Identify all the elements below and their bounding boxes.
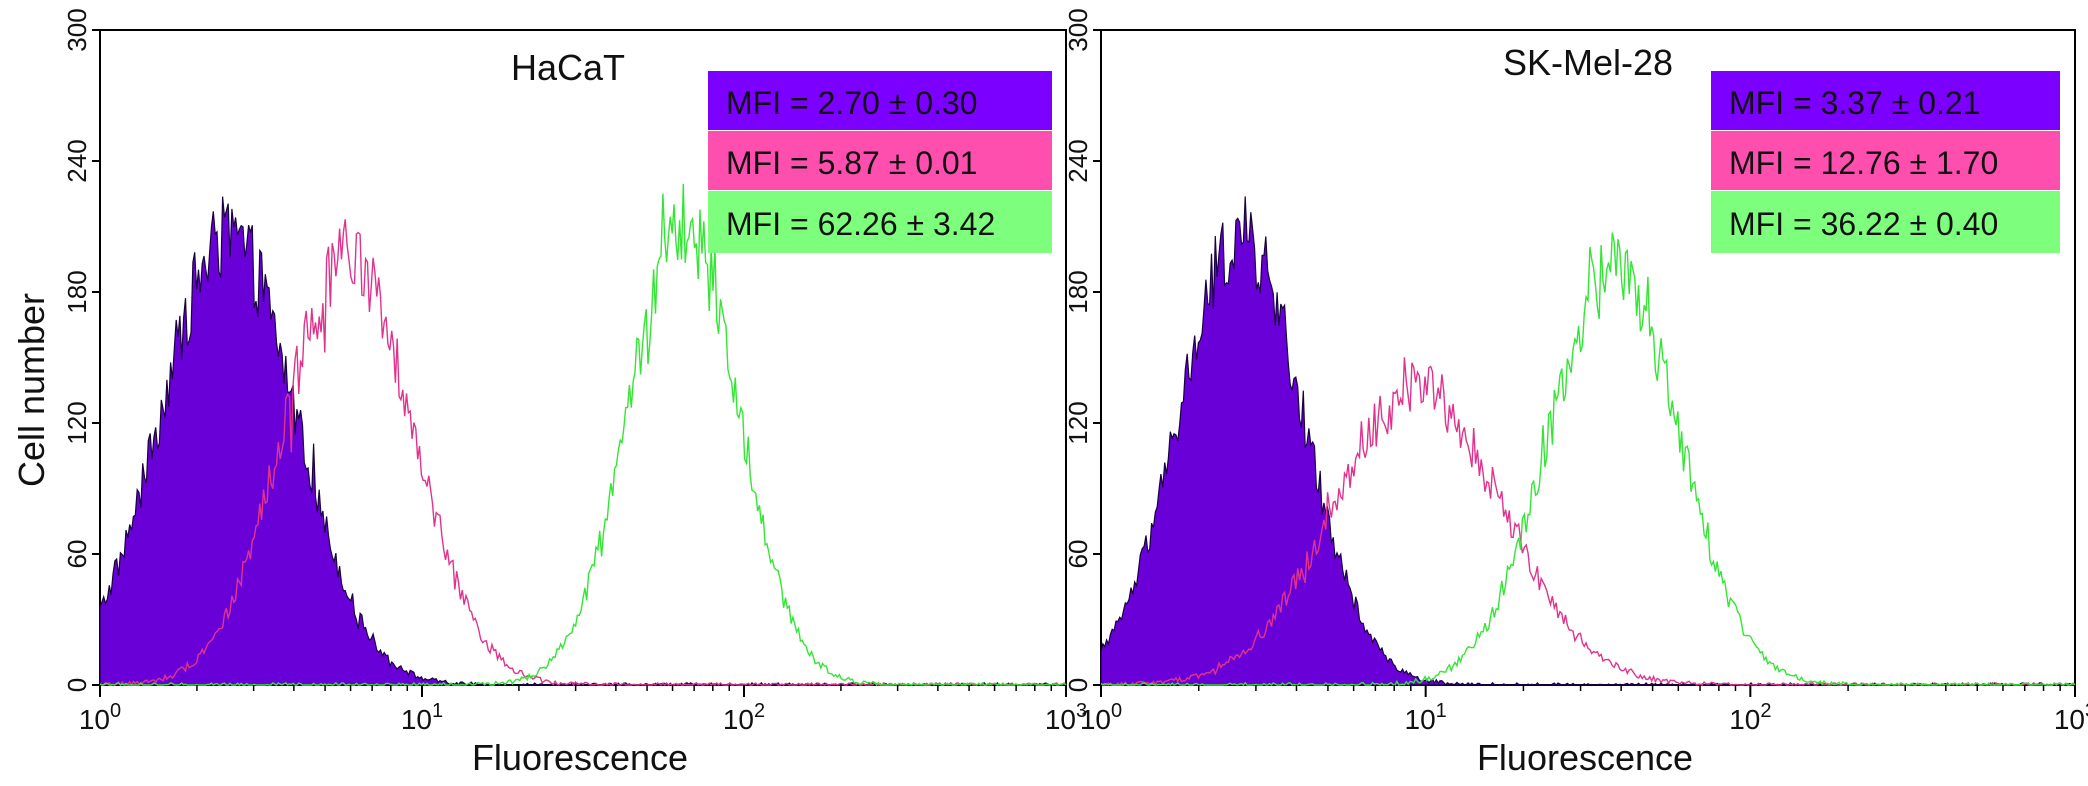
x-axis-label: Fluorescence xyxy=(1477,737,1693,778)
y-tick-label: 0 xyxy=(62,678,92,692)
legend-label-pink: MFI = 5.87 ± 0.01 xyxy=(726,145,977,181)
x-tick-label: 101 xyxy=(1405,700,1447,735)
legend-label-pink: MFI = 12.76 ± 1.70 xyxy=(1729,145,1998,181)
plot-area: 0 60 120 180 240 300 100 101 102 103 xyxy=(1063,8,2088,735)
legend-label-purple: MFI = 2.70 ± 0.30 xyxy=(726,85,977,121)
y-tick-label: 180 xyxy=(62,270,92,313)
y-tick-label: 60 xyxy=(1063,540,1093,569)
y-tick-label: 300 xyxy=(1063,8,1093,51)
histogram-green-line xyxy=(1100,232,2076,687)
legend-label-green: MFI = 36.22 ± 0.40 xyxy=(1729,206,1998,242)
legend-swatch-purple xyxy=(1711,71,2060,130)
legend-swatch-green xyxy=(708,191,1052,253)
y-axis-label: Cell number xyxy=(11,293,52,487)
y-tick-label: 240 xyxy=(1063,139,1093,182)
histogram-purple-fill xyxy=(99,196,1067,686)
histogram-purple-fill xyxy=(1100,196,2075,686)
x-tick-label: 100 xyxy=(1080,700,1122,735)
plot-area: 0 60 120 180 240 300 100 101 102 103 xyxy=(62,8,1087,735)
x-tick-label: 103 xyxy=(1045,700,1087,735)
legend-swatch-green xyxy=(1711,191,2060,253)
x-tick-label: 102 xyxy=(723,700,765,735)
panel-title: HaCaT xyxy=(511,47,625,88)
y-tick-label: 300 xyxy=(62,8,92,51)
legend-swatch-purple xyxy=(708,71,1052,130)
legend: MFI = 2.70 ± 0.30 MFI = 5.87 ± 0.01 MFI … xyxy=(708,71,1052,253)
histogram-panel-hacat: 0 60 120 180 240 300 100 101 102 103 HaCaT MFI = … xyxy=(62,8,1087,778)
y-tick-label: 120 xyxy=(62,401,92,444)
legend-swatch-pink xyxy=(1711,131,2060,190)
panel-title: SK-Mel-28 xyxy=(1503,42,1673,83)
y-tick-label: 0 xyxy=(1063,678,1093,692)
legend-swatch-pink xyxy=(708,131,1052,190)
y-tick-label: 180 xyxy=(1063,270,1093,313)
legend: MFI = 3.37 ± 0.21 MFI = 12.76 ± 1.70 MFI… xyxy=(1711,71,2060,253)
x-tick-label: 101 xyxy=(401,700,443,735)
y-tick-label: 240 xyxy=(62,139,92,182)
x-tick-label: 102 xyxy=(1729,700,1771,735)
x-axis-label: Fluorescence xyxy=(472,737,688,778)
y-tick-label: 60 xyxy=(62,540,92,569)
x-tick-label: 103 xyxy=(2054,700,2088,735)
histogram-pink-line xyxy=(99,219,1067,687)
histogram-green-line xyxy=(99,183,1067,687)
legend-label-green: MFI = 62.26 ± 3.42 xyxy=(726,206,995,242)
y-tick-label: 120 xyxy=(1063,401,1093,444)
histogram-panel-skmel28: 0 60 120 180 240 300 100 101 102 103 SK-Mel-28 MF… xyxy=(1063,8,2088,778)
legend-label-purple: MFI = 3.37 ± 0.21 xyxy=(1729,85,1980,121)
x-tick-label: 100 xyxy=(79,700,121,735)
